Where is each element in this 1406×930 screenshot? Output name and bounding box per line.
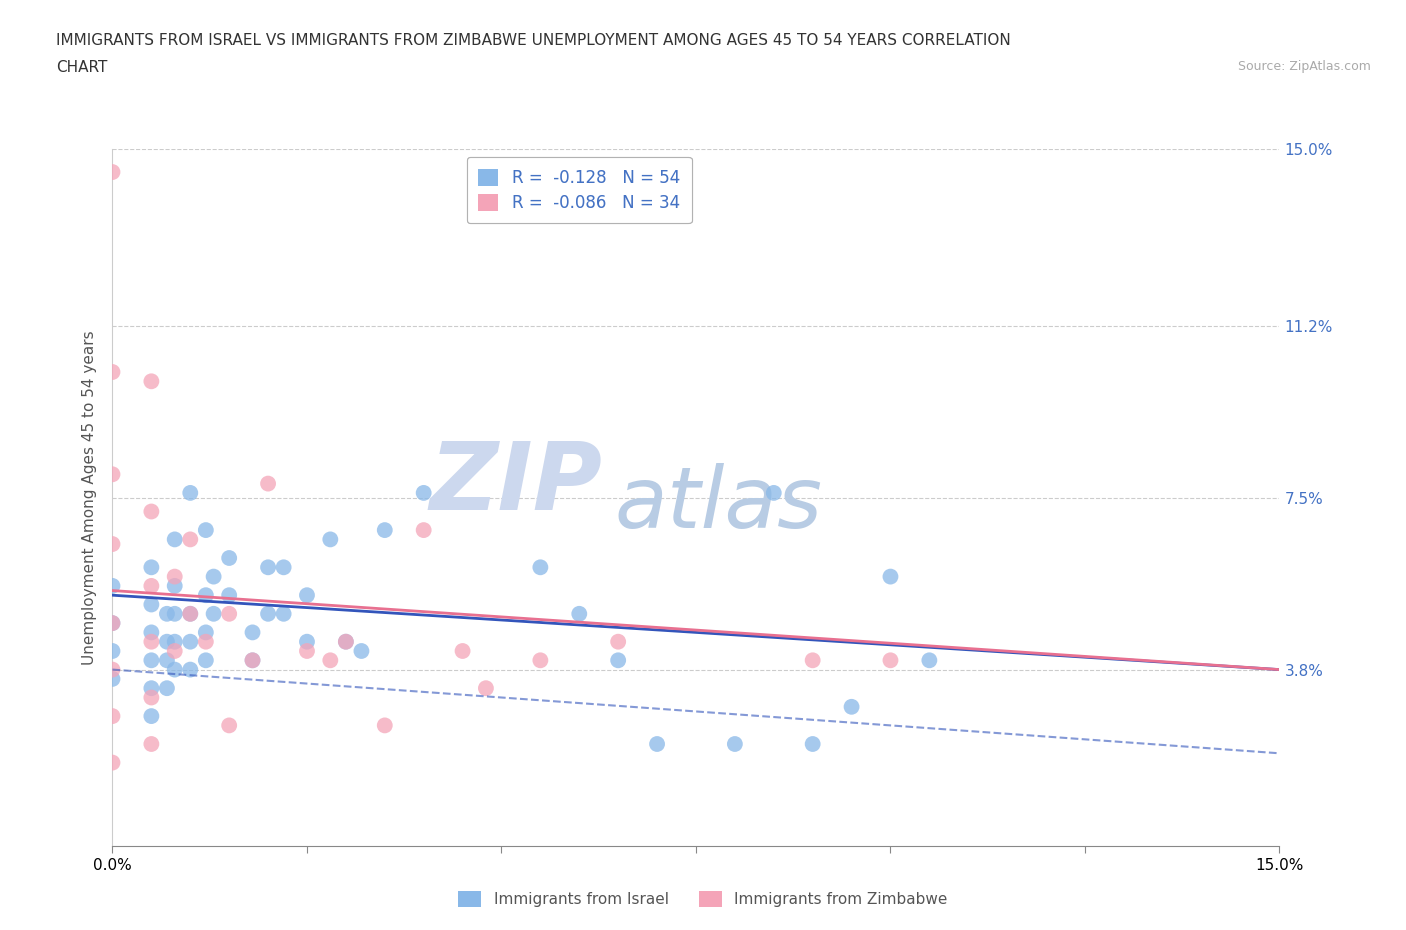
Point (529, 560, 551, 575)
Point (101, 165, 124, 179)
Text: ZIP: ZIP (430, 438, 603, 529)
Point (194, 634, 217, 649)
Point (163, 606, 186, 621)
Point (179, 485, 201, 500)
Point (242, 653, 264, 668)
Point (101, 467, 124, 482)
Point (141, 709, 163, 724)
Point (475, 681, 498, 696)
Point (568, 606, 591, 621)
Point (156, 653, 179, 668)
Point (218, 551, 240, 565)
Text: IMMIGRANTS FROM ISRAEL VS IMMIGRANTS FROM ZIMBABWE UNEMPLOYMENT AMONG AGES 45 TO: IMMIGRANTS FROM ISRAEL VS IMMIGRANTS FRO… (56, 33, 1011, 47)
Point (202, 569, 225, 584)
Point (194, 625, 217, 640)
Point (218, 606, 240, 621)
Point (841, 699, 863, 714)
Point (101, 662, 124, 677)
Point (801, 737, 824, 751)
Point (141, 597, 163, 612)
Point (194, 588, 217, 603)
Point (101, 365, 124, 379)
Point (242, 653, 264, 668)
Point (918, 653, 941, 668)
Point (257, 476, 280, 491)
Point (156, 606, 179, 621)
Point (101, 616, 124, 631)
Point (879, 569, 901, 584)
Point (101, 709, 124, 724)
Point (101, 644, 124, 658)
Point (141, 737, 163, 751)
Point (179, 606, 201, 621)
Point (141, 504, 163, 519)
Point (163, 662, 186, 677)
Point (202, 606, 225, 621)
Point (141, 653, 163, 668)
Point (645, 737, 668, 751)
Legend: R =  -0.128   N = 54, R =  -0.086   N = 34: R = -0.128 N = 54, R = -0.086 N = 34 (467, 157, 692, 223)
Point (879, 653, 901, 668)
Point (295, 588, 318, 603)
Point (101, 578, 124, 593)
Point (242, 625, 264, 640)
Legend: Immigrants from Israel, Immigrants from Zimbabwe: Immigrants from Israel, Immigrants from … (453, 884, 953, 913)
Point (350, 644, 373, 658)
Point (141, 578, 163, 593)
Point (374, 523, 396, 538)
Point (412, 485, 434, 500)
Point (194, 523, 217, 538)
Text: CHART: CHART (56, 60, 108, 75)
Point (335, 634, 357, 649)
Point (101, 755, 124, 770)
Point (257, 560, 280, 575)
Point (335, 634, 357, 649)
Y-axis label: Unemployment Among Ages 45 to 54 years: Unemployment Among Ages 45 to 54 years (82, 330, 97, 665)
Point (163, 569, 186, 584)
Point (257, 606, 280, 621)
Point (179, 532, 201, 547)
Point (101, 671, 124, 686)
Point (194, 653, 217, 668)
Point (163, 644, 186, 658)
Point (295, 644, 318, 658)
Point (762, 485, 785, 500)
Point (179, 662, 201, 677)
Point (607, 653, 630, 668)
Point (141, 690, 163, 705)
Point (529, 653, 551, 668)
Point (218, 588, 240, 603)
Point (156, 681, 179, 696)
Point (412, 523, 434, 538)
Point (141, 681, 163, 696)
Point (607, 634, 630, 649)
Text: Source: ZipAtlas.com: Source: ZipAtlas.com (1237, 60, 1371, 73)
Point (273, 606, 295, 621)
Point (451, 644, 474, 658)
Text: atlas: atlas (614, 463, 823, 546)
Point (141, 560, 163, 575)
Point (141, 625, 163, 640)
Point (179, 606, 201, 621)
Point (319, 532, 342, 547)
Point (374, 718, 396, 733)
Point (801, 653, 824, 668)
Point (724, 737, 747, 751)
Point (295, 634, 318, 649)
Point (163, 578, 186, 593)
Point (141, 374, 163, 389)
Point (319, 653, 342, 668)
Point (163, 634, 186, 649)
Point (101, 616, 124, 631)
Point (156, 634, 179, 649)
Point (163, 532, 186, 547)
Point (179, 634, 201, 649)
Point (101, 537, 124, 551)
Point (141, 634, 163, 649)
Point (273, 560, 295, 575)
Point (218, 718, 240, 733)
